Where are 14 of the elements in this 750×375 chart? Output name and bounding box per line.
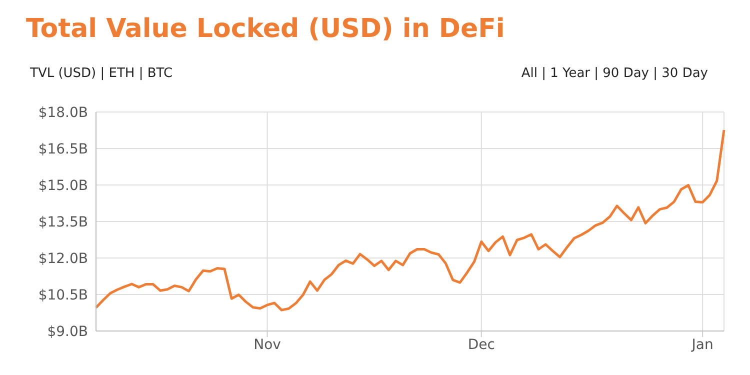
- y-tick-label: $16.5B: [38, 141, 88, 158]
- text: All | 1 Year | 90 Day | 30 Day: [521, 66, 708, 81]
- y-tick-label: $13.5B: [38, 214, 88, 230]
- x-tick-label: Dec: [468, 336, 495, 353]
- line-series: [94, 128, 726, 312]
- y-tick-label: $12.0B: [38, 250, 88, 267]
- y-tick-label: $10.5B: [38, 287, 88, 304]
- y-tick-label: $18.0B: [38, 104, 88, 121]
- y-tick-label: $15.0B: [38, 178, 88, 194]
- x-tick-label: Nov: [254, 336, 281, 353]
- x-tick-label: Jan: [690, 336, 714, 353]
- text: TVL (USD) | ETH | BTC: [30, 66, 173, 81]
- y-tick-label: $9.0B: [47, 324, 88, 340]
- chart-title: Total Value Locked (USD) in DeFi: [26, 14, 505, 44]
